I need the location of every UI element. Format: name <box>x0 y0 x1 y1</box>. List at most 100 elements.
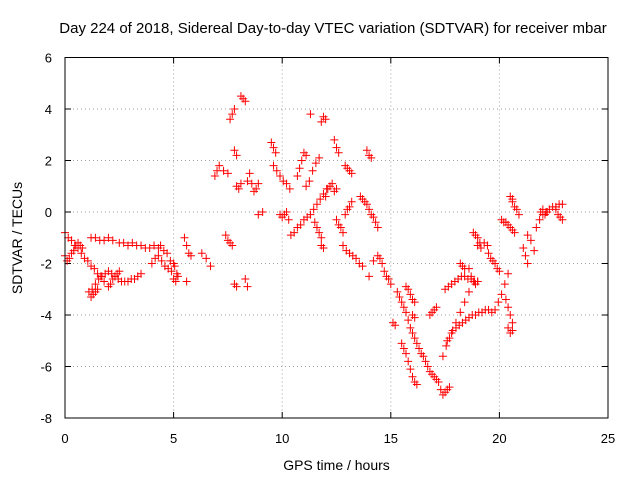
axis-ticks: 0 5 10 15 20 25 -8 -6 -4 -2 0 2 4 6 <box>40 51 615 447</box>
data-point <box>295 164 304 173</box>
data-point <box>535 215 544 224</box>
data-point <box>473 277 482 286</box>
data-point <box>334 148 343 157</box>
data-point <box>423 362 432 371</box>
grid <box>65 57 608 418</box>
series-arc-p <box>236 92 250 106</box>
data-point <box>393 287 402 296</box>
data-point <box>473 233 482 242</box>
data-point <box>202 254 211 263</box>
series-arc-bi <box>508 197 523 219</box>
data-point <box>269 143 278 152</box>
data-point <box>408 329 417 338</box>
data-point <box>215 161 224 170</box>
data-point <box>186 251 195 260</box>
series-arc-aj <box>341 161 356 178</box>
data-point <box>476 244 485 253</box>
data-point <box>373 223 382 232</box>
y-tick-label: 4 <box>45 102 52 117</box>
series-arc-q <box>230 146 241 160</box>
data-point <box>147 259 156 268</box>
data-point <box>558 215 567 224</box>
data-point <box>221 231 230 240</box>
data-point <box>269 161 278 170</box>
x-tick-label: 20 <box>492 431 506 446</box>
data-point <box>380 267 389 276</box>
data-point <box>321 192 330 201</box>
data-point <box>384 274 393 283</box>
data-point <box>402 349 411 358</box>
data-point <box>523 259 532 268</box>
y-tick-label: 2 <box>45 154 52 169</box>
series-arc-aq <box>388 318 400 330</box>
data-point <box>510 228 519 237</box>
data-point <box>91 280 100 289</box>
data-point <box>315 228 324 237</box>
series-arc-t <box>230 274 252 291</box>
data-point <box>397 339 406 348</box>
data-point <box>293 171 302 180</box>
data-point <box>145 244 154 253</box>
series-arc-j <box>169 272 182 286</box>
data-point <box>451 318 460 327</box>
series-arc-ac <box>306 110 315 119</box>
data-point <box>495 267 504 276</box>
data-point <box>106 280 115 289</box>
series-arc-bl <box>523 231 539 255</box>
data-point <box>419 352 428 361</box>
data-point <box>399 344 408 353</box>
y-tick-label: 0 <box>45 205 52 220</box>
series-arc-ab <box>302 153 324 191</box>
data-point <box>232 151 241 160</box>
series-arc-s <box>221 231 237 250</box>
series-arc-ak <box>341 197 356 219</box>
data-point <box>514 210 523 219</box>
data-point <box>504 303 513 312</box>
data-point <box>406 290 415 299</box>
data-point <box>432 303 441 312</box>
data-point <box>290 228 299 237</box>
data-point <box>421 357 430 366</box>
series-arc-bo <box>551 205 567 224</box>
series-arc-r <box>232 179 245 193</box>
series-arc-bh <box>504 323 517 338</box>
data-point <box>501 295 510 304</box>
data-point <box>245 169 254 178</box>
data-point <box>197 249 206 258</box>
series-arc-x <box>269 161 294 193</box>
data-point <box>460 298 469 307</box>
data-point <box>494 298 503 307</box>
data-point <box>406 323 415 332</box>
data-point <box>404 357 413 366</box>
data-point <box>404 285 413 294</box>
series-arc-at <box>402 282 419 307</box>
series-arc-w <box>267 138 280 157</box>
data-point <box>365 272 374 281</box>
data-point <box>369 213 378 222</box>
data-point <box>282 208 291 216</box>
series-arc-au <box>408 311 419 322</box>
data-point <box>272 166 281 175</box>
data-point <box>306 210 315 219</box>
data-point <box>371 218 380 227</box>
data-point <box>241 274 250 283</box>
data-point <box>464 287 473 296</box>
data-point <box>243 177 252 186</box>
data-point <box>67 236 76 245</box>
data-point <box>180 233 189 242</box>
data-point <box>210 171 219 180</box>
data-point <box>412 339 421 348</box>
data-point <box>330 135 339 144</box>
series-arc-ap <box>375 254 395 289</box>
y-tick-label: -2 <box>40 257 52 272</box>
data-point <box>395 292 404 301</box>
data-point <box>123 241 132 250</box>
data-point <box>78 244 87 253</box>
y-axis-label: SDTVAR / TECUs <box>9 182 25 294</box>
data-point <box>302 182 311 191</box>
data-point <box>100 236 109 245</box>
data-point <box>410 313 419 322</box>
data-point <box>362 200 371 209</box>
series-arc-bd <box>464 264 482 289</box>
series-arc-bn <box>536 205 552 219</box>
